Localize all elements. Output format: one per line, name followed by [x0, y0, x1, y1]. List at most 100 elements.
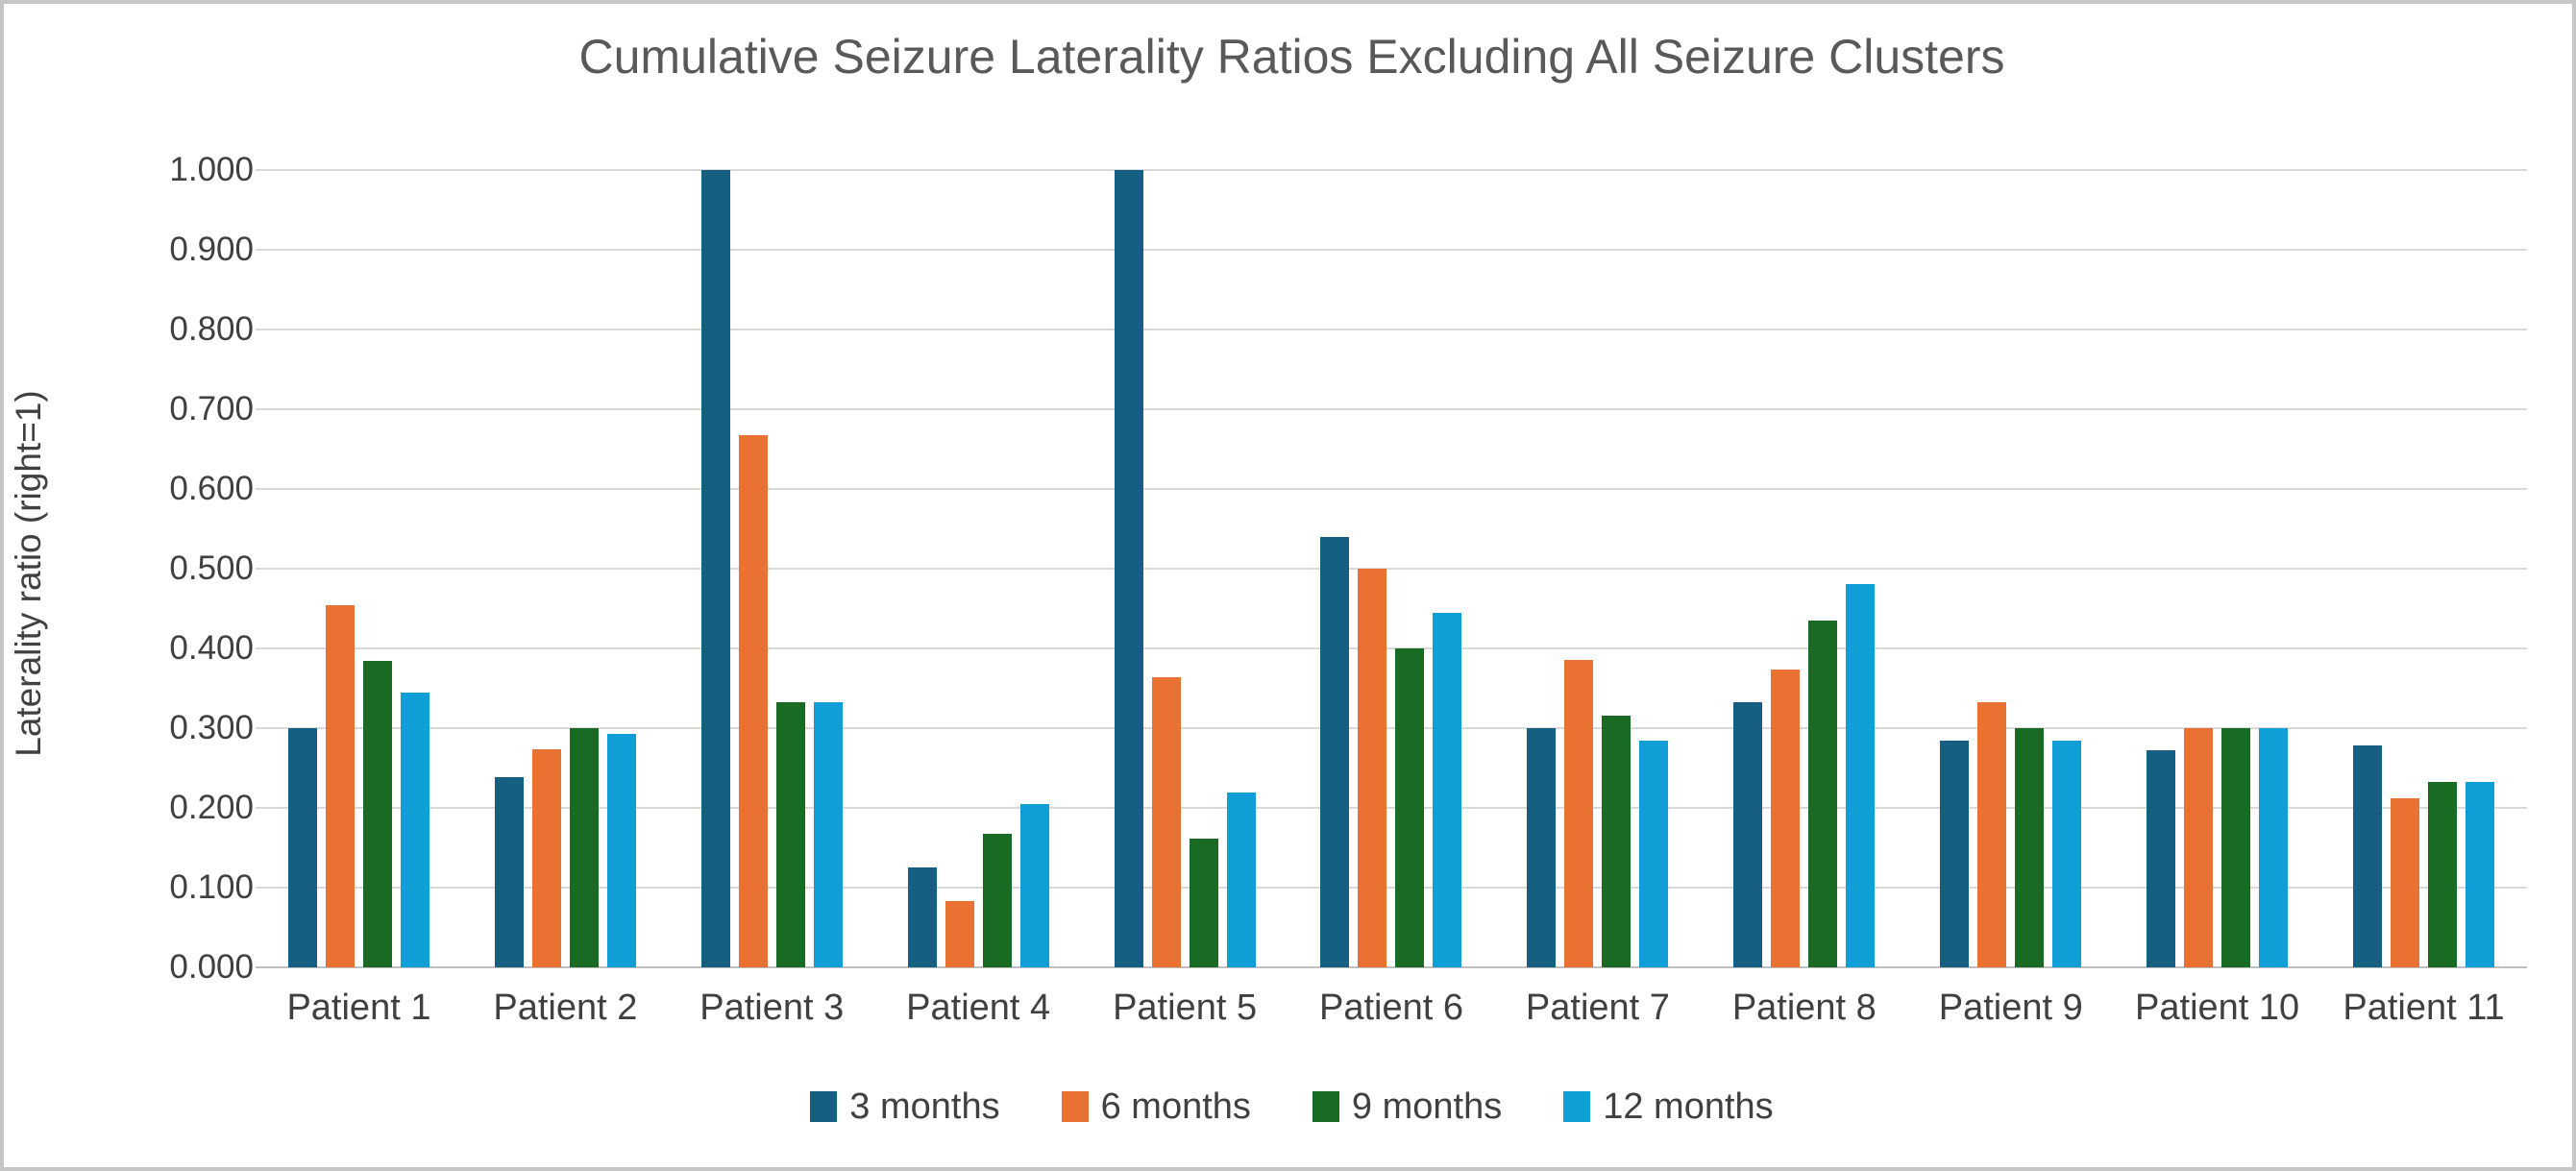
y-tick-label: 0.200: [169, 789, 254, 826]
legend-item-12-months: 12 months: [1563, 1086, 1774, 1128]
bar-3-months-patient-4: [907, 867, 937, 967]
y-tick-label: 0.100: [169, 868, 254, 906]
x-category-label: Patient 8: [1731, 988, 1877, 1028]
bar-12-months-patient-8: [1846, 583, 1876, 967]
y-tick-label: 0.600: [169, 470, 254, 507]
y-tick-label: 0.900: [169, 231, 254, 268]
y-tick-label: 0.800: [169, 310, 254, 348]
bar-9-months-patient-2: [569, 728, 599, 967]
bar-12-months-patient-4: [1019, 803, 1049, 967]
bar-3-months-patient-1: [287, 728, 317, 967]
bar-12-months-patient-11: [2466, 781, 2495, 967]
legend-label: 6 months: [1100, 1086, 1251, 1127]
bar-group: [875, 170, 1082, 967]
bar-3-months-patient-7: [1527, 728, 1557, 967]
gridline: [256, 488, 2527, 490]
bar-3-months-patient-2: [494, 777, 524, 967]
legend-label: 9 months: [1351, 1086, 1503, 1127]
legend-item-9-months: 9 months: [1312, 1086, 1503, 1128]
bar-9-months-patient-9: [2015, 728, 2045, 967]
legend: 3 months 6 months 9 months 12 months: [4, 1078, 2572, 1135]
gridline: [256, 329, 2527, 330]
x-category-label: Patient 1: [286, 988, 431, 1028]
bar-group: [1082, 170, 1288, 967]
y-axis-title: Laterality ratio (right=1): [9, 390, 48, 757]
bar-6-months-patient-11: [2391, 798, 2420, 967]
bar-3-months-patient-6: [1320, 536, 1350, 967]
bar-6-months-patient-7: [1564, 660, 1594, 967]
x-category-label: Patient 2: [493, 988, 638, 1028]
x-category-label: Patient 10: [2135, 988, 2300, 1028]
bar-12-months-patient-6: [1433, 613, 1462, 967]
y-tick-label: 1.000: [169, 151, 254, 188]
bar-9-months-patient-11: [2428, 782, 2458, 967]
x-category-label: Patient 6: [1318, 988, 1463, 1028]
bar-3-months-patient-3: [700, 170, 730, 967]
x-axis-category-labels: Patient 1 Patient 2 Patient 3 Patient 4 Pati…: [256, 988, 2527, 1041]
bar-6-months-patient-9: [1977, 701, 2007, 967]
bar-12-months-patient-9: [2052, 741, 2082, 967]
legend-label: 3 months: [849, 1086, 1000, 1127]
bar-3-months-patient-10: [2147, 750, 2176, 967]
gridline: [256, 169, 2527, 171]
x-category-label: Patient 4: [906, 988, 1051, 1028]
gridline: [256, 727, 2527, 729]
bar-3-months-patient-8: [1733, 701, 1763, 967]
legend-swatch-icon: [810, 1091, 838, 1122]
bar-group: [462, 170, 669, 967]
bar-3-months-patient-5: [1114, 170, 1143, 967]
bar-9-months-patient-4: [982, 834, 1012, 967]
bar-6-months-patient-1: [325, 605, 355, 967]
bar-group: [1701, 170, 1907, 967]
gridline: [256, 249, 2527, 251]
gridline: [256, 568, 2527, 570]
y-tick-label: 0.300: [169, 709, 254, 746]
bar-12-months-patient-5: [1226, 793, 1256, 967]
bar-9-months-patient-10: [2221, 728, 2251, 967]
legend-item-3-months: 3 months: [810, 1086, 1000, 1128]
bar-6-months-patient-4: [945, 901, 974, 967]
bar-3-months-patient-9: [1940, 741, 1970, 967]
bar-6-months-patient-6: [1358, 569, 1387, 967]
plot-area: [256, 169, 2527, 968]
bar-group: [1288, 170, 1495, 967]
chart-title: Cumulative Seizure Laterality Ratios Exc…: [578, 30, 2005, 84]
bar-9-months-patient-8: [1808, 620, 1838, 967]
x-category-label: Patient 3: [699, 988, 845, 1028]
bar-6-months-patient-5: [1151, 676, 1181, 967]
legend-item-6-months: 6 months: [1061, 1086, 1251, 1128]
legend-swatch-icon: [1563, 1091, 1591, 1122]
bar-12-months-patient-10: [2259, 728, 2289, 967]
bar-12-months-patient-7: [1639, 741, 1669, 967]
gridline: [256, 807, 2527, 809]
bar-group: [2320, 170, 2527, 967]
gridline: [256, 966, 2527, 968]
bar-group: [669, 170, 875, 967]
x-category-label: Patient 11: [2343, 988, 2505, 1028]
gridline: [256, 408, 2527, 410]
bar-9-months-patient-1: [362, 661, 392, 967]
bar-12-months-patient-3: [813, 701, 843, 967]
bar-6-months-patient-2: [531, 749, 561, 967]
x-category-label: Patient 7: [1525, 988, 1670, 1028]
bar-9-months-patient-5: [1189, 838, 1218, 967]
legend-swatch-icon: [1061, 1091, 1089, 1122]
bar-6-months-patient-3: [738, 435, 768, 967]
y-tick-label: 0.000: [169, 948, 254, 986]
bar-group: [1907, 170, 2114, 967]
y-tick-label: 0.700: [169, 390, 254, 427]
legend-label: 12 months: [1603, 1086, 1774, 1127]
x-category-label: Patient 5: [1113, 988, 1258, 1028]
bar-group: [256, 170, 462, 967]
bar-6-months-patient-8: [1771, 669, 1801, 967]
bar-9-months-patient-7: [1602, 715, 1631, 967]
bar-9-months-patient-3: [775, 701, 805, 967]
x-category-label: Patient 9: [1938, 988, 2083, 1028]
y-tick-label: 0.400: [169, 629, 254, 667]
gridline: [256, 887, 2527, 889]
bar-9-months-patient-6: [1395, 648, 1425, 967]
gridline: [256, 647, 2527, 649]
bar-3-months-patient-11: [2353, 745, 2383, 967]
bar-group: [1494, 170, 1701, 967]
